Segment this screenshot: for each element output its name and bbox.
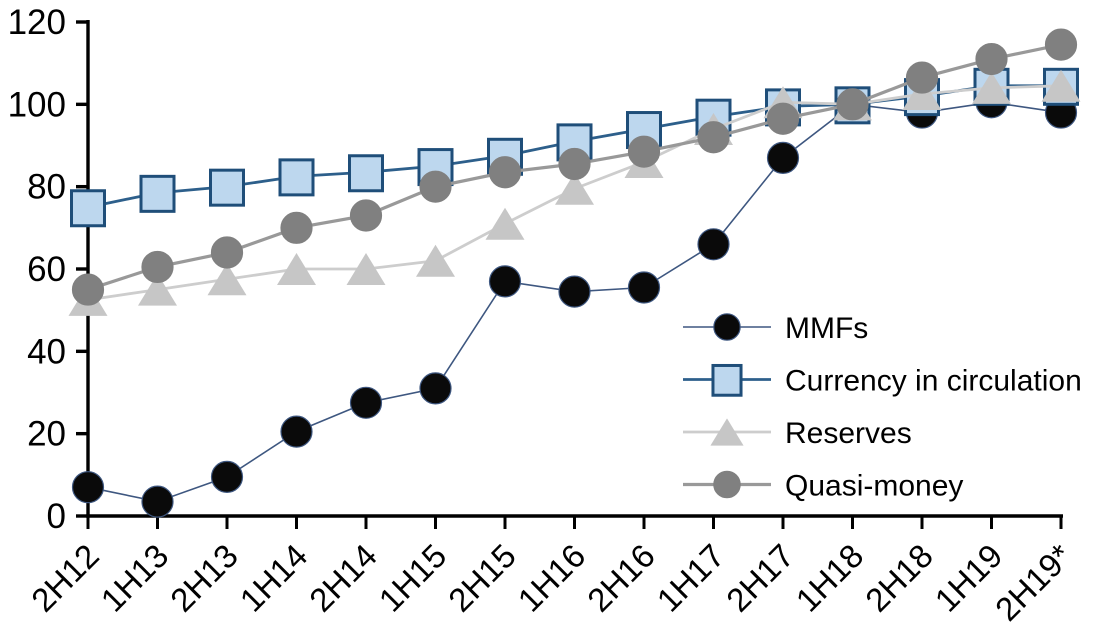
data-point-marker	[138, 273, 177, 306]
data-point-marker	[555, 172, 594, 205]
y-tick-label: 40	[27, 332, 66, 371]
data-point-marker	[627, 135, 661, 168]
data-point-marker	[349, 386, 383, 419]
x-tick-label: 1H17	[650, 537, 732, 619]
legend-label: Reserves	[785, 417, 912, 450]
x-tick-label: 2H19*	[988, 537, 1079, 628]
data-point-marker	[766, 141, 800, 174]
series-reserves	[68, 69, 1081, 316]
data-point-marker	[766, 102, 800, 135]
data-point-marker	[419, 372, 452, 405]
data-point-marker	[697, 121, 730, 154]
data-point-marker	[1044, 28, 1078, 61]
data-point-marker	[210, 236, 244, 269]
y-tick-label: 60	[27, 250, 66, 289]
data-point-marker	[277, 253, 316, 285]
y-tick-label: 20	[27, 415, 66, 454]
x-tick-label: 1H18	[789, 537, 871, 619]
y-tick-label: 0	[47, 497, 66, 536]
data-point-marker	[278, 158, 315, 197]
data-point-marker	[558, 275, 591, 308]
data-point-marker	[70, 189, 106, 228]
data-point-marker	[207, 263, 247, 296]
data-point-marker	[210, 460, 244, 493]
y-tick-label: 80	[27, 168, 66, 207]
data-point-marker	[558, 147, 591, 181]
data-point-marker	[71, 471, 105, 504]
data-point-marker	[902, 78, 942, 111]
data-point-marker	[141, 250, 174, 284]
data-point-marker	[280, 211, 313, 244]
data-point-marker	[141, 485, 174, 518]
data-point-marker	[711, 363, 743, 397]
data-point-marker	[346, 253, 386, 285]
x-tick-label: 1H13	[94, 537, 176, 619]
data-point-marker	[710, 418, 744, 446]
x-tick-label: 2H14	[302, 537, 384, 619]
x-tick-label: 2H16	[580, 537, 662, 619]
y-axis: 0 20 40 60 80 100 120	[8, 3, 88, 536]
legend-item-reserves: Reserves	[683, 417, 912, 450]
y-tick-label: 120	[8, 3, 66, 42]
data-point-marker	[905, 61, 939, 94]
legend-item-currency-in-circulation: Currency in circulation	[683, 363, 1082, 398]
x-tick-label: 2H13	[163, 537, 245, 619]
legend-item-mmfs: MMFs	[683, 312, 868, 345]
data-point-marker	[627, 271, 661, 304]
data-point-marker	[416, 244, 455, 277]
data-point-marker	[972, 71, 1011, 104]
legend-label: Currency in circulation	[785, 365, 1082, 398]
legend-label: Quasi-money	[785, 470, 963, 503]
data-point-marker	[349, 199, 383, 232]
x-tick-label: 2H18	[858, 537, 940, 619]
y-tick-label: 100	[8, 85, 66, 124]
data-point-marker	[713, 470, 741, 499]
x-tick-label: 2H17	[719, 537, 801, 619]
x-tick-label: 1H16	[511, 537, 593, 619]
data-point-marker	[139, 174, 176, 213]
data-point-marker	[280, 415, 313, 448]
data-point-marker	[348, 154, 384, 193]
x-tick-label: 1H15	[372, 537, 454, 619]
series-quasi-money	[71, 28, 1078, 306]
data-point-marker	[488, 265, 522, 298]
data-point-marker	[713, 313, 741, 341]
x-tick-label: 2H15	[441, 537, 523, 619]
data-point-marker	[836, 88, 869, 121]
legend-label: MMFs	[785, 312, 868, 345]
data-point-marker	[1041, 69, 1081, 102]
data-point-marker	[488, 156, 522, 189]
data-point-marker	[485, 207, 525, 240]
data-point-marker	[419, 170, 452, 203]
data-point-marker	[697, 228, 730, 261]
legend: MMFs Currency in circulation Reserves Quasi…	[683, 312, 1082, 503]
data-point-marker	[209, 168, 245, 207]
series-mmfs	[71, 86, 1078, 518]
data-point-marker	[71, 273, 105, 306]
x-tick-label: 1H14	[233, 537, 315, 619]
legend-item-quasi-money: Quasi-money	[683, 470, 963, 503]
x-axis: 2H121H132H131H142H141H152H151H162H161H17…	[24, 516, 1079, 628]
x-tick-label: 2H12	[24, 537, 106, 619]
data-point-marker	[975, 42, 1008, 76]
